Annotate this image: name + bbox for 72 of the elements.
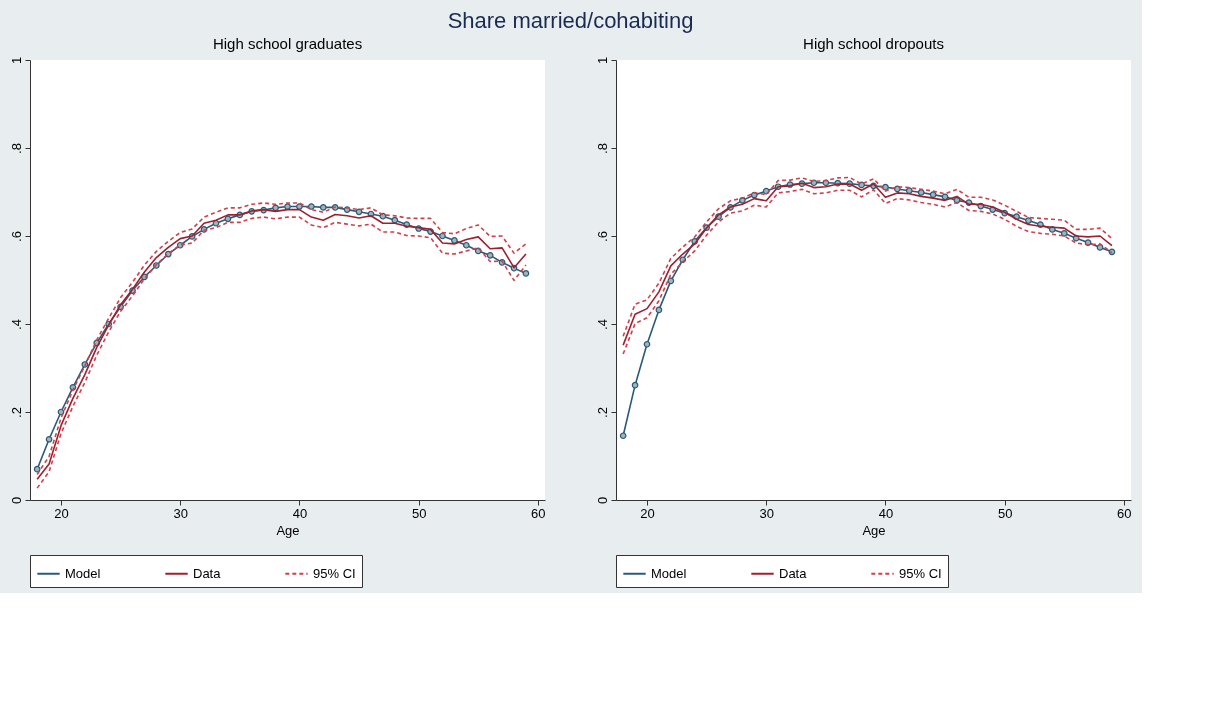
point bbox=[631, 381, 639, 389]
x-tick-label: 30 bbox=[173, 505, 188, 521]
point bbox=[739, 197, 746, 204]
point bbox=[439, 232, 446, 240]
point bbox=[462, 241, 470, 249]
x-tick-label: 50 bbox=[411, 505, 427, 521]
point bbox=[391, 216, 399, 224]
y-tick-label: .6 bbox=[594, 231, 610, 242]
point bbox=[57, 408, 65, 416]
y-tick-label: .2 bbox=[594, 407, 610, 418]
point bbox=[655, 306, 663, 314]
point bbox=[45, 435, 53, 443]
point bbox=[224, 215, 232, 223]
legend-label: Data bbox=[193, 565, 222, 581]
x-tick-label: 60 bbox=[531, 505, 546, 521]
point bbox=[858, 181, 865, 189]
legend-label: 95% CI bbox=[899, 565, 942, 581]
legend-label: 95% CI bbox=[313, 565, 356, 581]
point bbox=[272, 204, 279, 212]
point bbox=[643, 340, 651, 348]
y-tick-label: .4 bbox=[8, 319, 24, 330]
y-tick-label: 1 bbox=[8, 56, 24, 65]
y-tick-label: .8 bbox=[594, 143, 610, 154]
point bbox=[319, 204, 327, 211]
point bbox=[212, 219, 220, 227]
legend-label: Model bbox=[651, 565, 687, 581]
x-tick-label: 20 bbox=[54, 505, 69, 521]
point bbox=[1060, 230, 1068, 237]
point bbox=[1084, 239, 1092, 246]
point bbox=[619, 432, 627, 440]
point bbox=[153, 262, 160, 269]
y-tick-label: 1 bbox=[594, 56, 610, 65]
point bbox=[522, 270, 530, 277]
x-tick-label: 40 bbox=[292, 505, 308, 521]
point bbox=[1096, 244, 1104, 251]
point bbox=[498, 259, 506, 266]
point bbox=[929, 191, 937, 198]
y-tick-label: 0 bbox=[8, 496, 24, 505]
point bbox=[200, 226, 208, 233]
y-tick-label: .6 bbox=[8, 231, 24, 242]
x-tick-label: 60 bbox=[1117, 505, 1132, 521]
point bbox=[667, 277, 675, 285]
point bbox=[451, 237, 458, 244]
point bbox=[284, 203, 291, 210]
x-tick-label: 30 bbox=[759, 505, 774, 521]
x-axis-title: Age bbox=[862, 522, 886, 538]
y-tick-label: 0 bbox=[594, 496, 610, 505]
x-tick-label: 40 bbox=[878, 505, 894, 521]
point bbox=[882, 183, 889, 191]
point bbox=[176, 241, 184, 249]
y-tick-label: .2 bbox=[8, 407, 24, 418]
point bbox=[308, 203, 315, 210]
chart-subtitle: High school graduates bbox=[212, 35, 363, 53]
point bbox=[33, 465, 41, 473]
point bbox=[1108, 248, 1116, 256]
point bbox=[1025, 217, 1032, 224]
point bbox=[355, 208, 363, 216]
legend-label: Model bbox=[65, 565, 101, 581]
y-tick-label: .4 bbox=[594, 319, 610, 330]
chart-subtitle: High school dropouts bbox=[803, 35, 944, 53]
point bbox=[486, 252, 494, 259]
legend-label: Data bbox=[779, 565, 808, 581]
x-axis-title: Age bbox=[276, 522, 300, 538]
x-tick-label: 50 bbox=[997, 505, 1013, 521]
point bbox=[379, 212, 387, 220]
point bbox=[905, 187, 913, 195]
point bbox=[917, 189, 925, 196]
point bbox=[822, 179, 830, 187]
point bbox=[81, 361, 89, 368]
y-tick-label: .8 bbox=[8, 143, 24, 154]
chart-title: Share married/cohabiting bbox=[447, 8, 694, 34]
x-tick-label: 20 bbox=[640, 505, 655, 521]
